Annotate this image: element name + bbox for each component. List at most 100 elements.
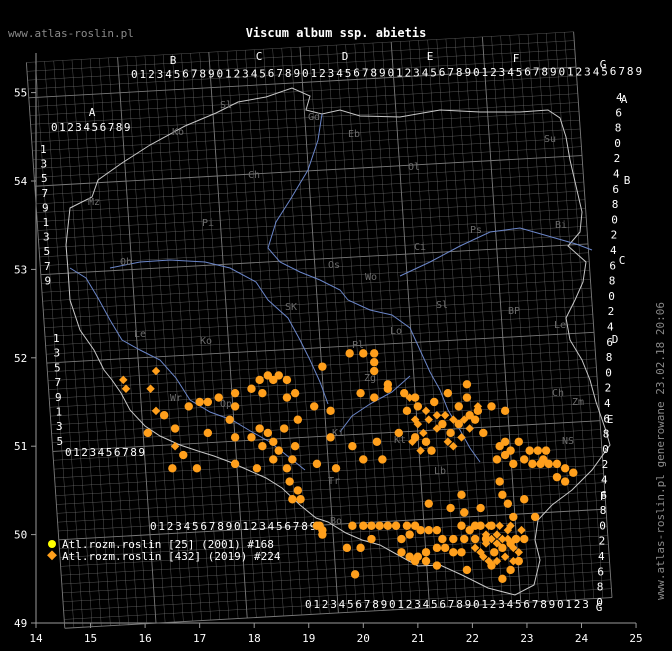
record-circle — [470, 534, 480, 544]
grid-digit: 9 — [293, 67, 300, 80]
grid-digit: 7 — [122, 446, 129, 459]
grid-digit: 6 — [439, 66, 446, 79]
record-circle — [465, 525, 474, 535]
grid-digit: 8 — [541, 66, 548, 79]
grid-digit: 4 — [339, 598, 346, 611]
record-circle — [258, 442, 267, 451]
region-label: Le — [134, 329, 146, 340]
record-circle — [342, 543, 352, 553]
grid-digit: 0 — [217, 68, 224, 81]
record-circle — [460, 534, 469, 544]
record-circle — [410, 393, 420, 402]
record-diamond — [495, 521, 504, 531]
grid-digit: 4 — [422, 66, 429, 79]
record-circle — [397, 534, 406, 544]
grid-digit: 1 — [482, 66, 489, 79]
grid-digit: 8 — [130, 446, 137, 459]
record-circle — [432, 561, 442, 570]
region-label: Ch — [552, 388, 564, 399]
grid-letter-top: A — [89, 106, 96, 119]
record-circle — [290, 442, 300, 451]
record-diamond — [481, 530, 491, 539]
grid-digit: 0 — [65, 446, 72, 459]
site-label[interactable]: www.atlas-roslin.pl — [8, 27, 134, 40]
x-tick-label: 25 — [629, 632, 642, 645]
record-circle — [170, 424, 180, 433]
record-circle — [492, 455, 502, 464]
record-diamond — [484, 521, 494, 531]
region-label: Os — [328, 260, 340, 271]
grid-digit-right: 0 — [605, 366, 612, 379]
grid-digit: 5 — [431, 598, 438, 611]
grid-digit: 6 — [200, 520, 207, 533]
record-diamond — [457, 433, 466, 442]
poland-outline — [65, 87, 611, 596]
region-label: Kt — [394, 435, 406, 446]
grid-digit-left: 5 — [54, 361, 61, 374]
record-circle — [285, 477, 294, 486]
grid-digit: 2 — [405, 66, 412, 79]
grid-digit: 9 — [138, 446, 145, 459]
grid-line-h — [50, 385, 598, 417]
grid-digit: 0 — [388, 67, 395, 80]
record-circle — [410, 556, 420, 566]
grid-digit: 5 — [92, 121, 99, 134]
record-circle — [359, 455, 368, 464]
record-circle — [375, 521, 384, 530]
grid-digit-right: 2 — [614, 152, 621, 165]
x-tick-label: 14 — [29, 632, 43, 645]
grid-line-h — [56, 473, 604, 505]
record-circle — [372, 437, 382, 446]
record-diamond — [421, 406, 431, 416]
legend-marker-circle — [48, 540, 56, 548]
grid-line-h — [52, 411, 600, 443]
record-circle — [438, 419, 447, 429]
grid-line-h — [62, 561, 610, 594]
grid-digit: 3 — [328, 67, 335, 80]
grid-line-h — [53, 438, 602, 470]
grid-digit: 7 — [364, 598, 371, 611]
grid-digit: 1 — [59, 121, 66, 134]
record-circle — [424, 525, 433, 535]
record-circle — [528, 459, 537, 469]
record-diamond — [416, 446, 425, 455]
grid-digit-right: 2 — [599, 535, 606, 548]
record-circle — [326, 406, 335, 416]
region-label: Wr — [170, 393, 182, 404]
grid-line-h — [64, 588, 612, 620]
record-circle — [470, 415, 480, 424]
grid-digit-right: 0 — [596, 596, 603, 609]
record-circle — [520, 534, 529, 544]
grid-line-h — [43, 279, 591, 311]
grid-digit-right: 8 — [609, 275, 616, 288]
atpol-grid — [25, 31, 613, 629]
grid-digit: 4 — [507, 66, 514, 79]
grid-line-h — [59, 526, 608, 558]
grid-digit: 4 — [165, 68, 172, 81]
record-circle — [383, 384, 393, 393]
record-circle — [449, 548, 458, 557]
grid-digit: 2 — [67, 121, 74, 134]
grid-digit-right: 0 — [608, 290, 615, 303]
grid-line-h — [40, 243, 589, 276]
record-circle — [370, 358, 379, 367]
record-circle — [282, 375, 292, 385]
record-diamond — [500, 552, 510, 561]
grid-digit: 6 — [610, 65, 617, 78]
region-label: Sl — [436, 300, 448, 311]
record-circle — [230, 459, 240, 469]
grid-line-h — [57, 491, 605, 523]
grid-digit: 3 — [499, 66, 506, 79]
record-diamond — [492, 539, 502, 548]
region-label: Ch — [248, 170, 260, 181]
record-diamond — [503, 534, 513, 544]
record-diamond — [413, 419, 423, 429]
record-circle — [443, 388, 453, 398]
region-label: Ol — [408, 162, 420, 173]
record-circle — [290, 388, 300, 398]
grid-digit: 8 — [540, 598, 547, 611]
grid-digit: 5 — [192, 520, 199, 533]
grid-digit: 9 — [465, 598, 472, 611]
region-label: Bi — [555, 220, 567, 231]
grid-digit: 0 — [389, 598, 396, 611]
